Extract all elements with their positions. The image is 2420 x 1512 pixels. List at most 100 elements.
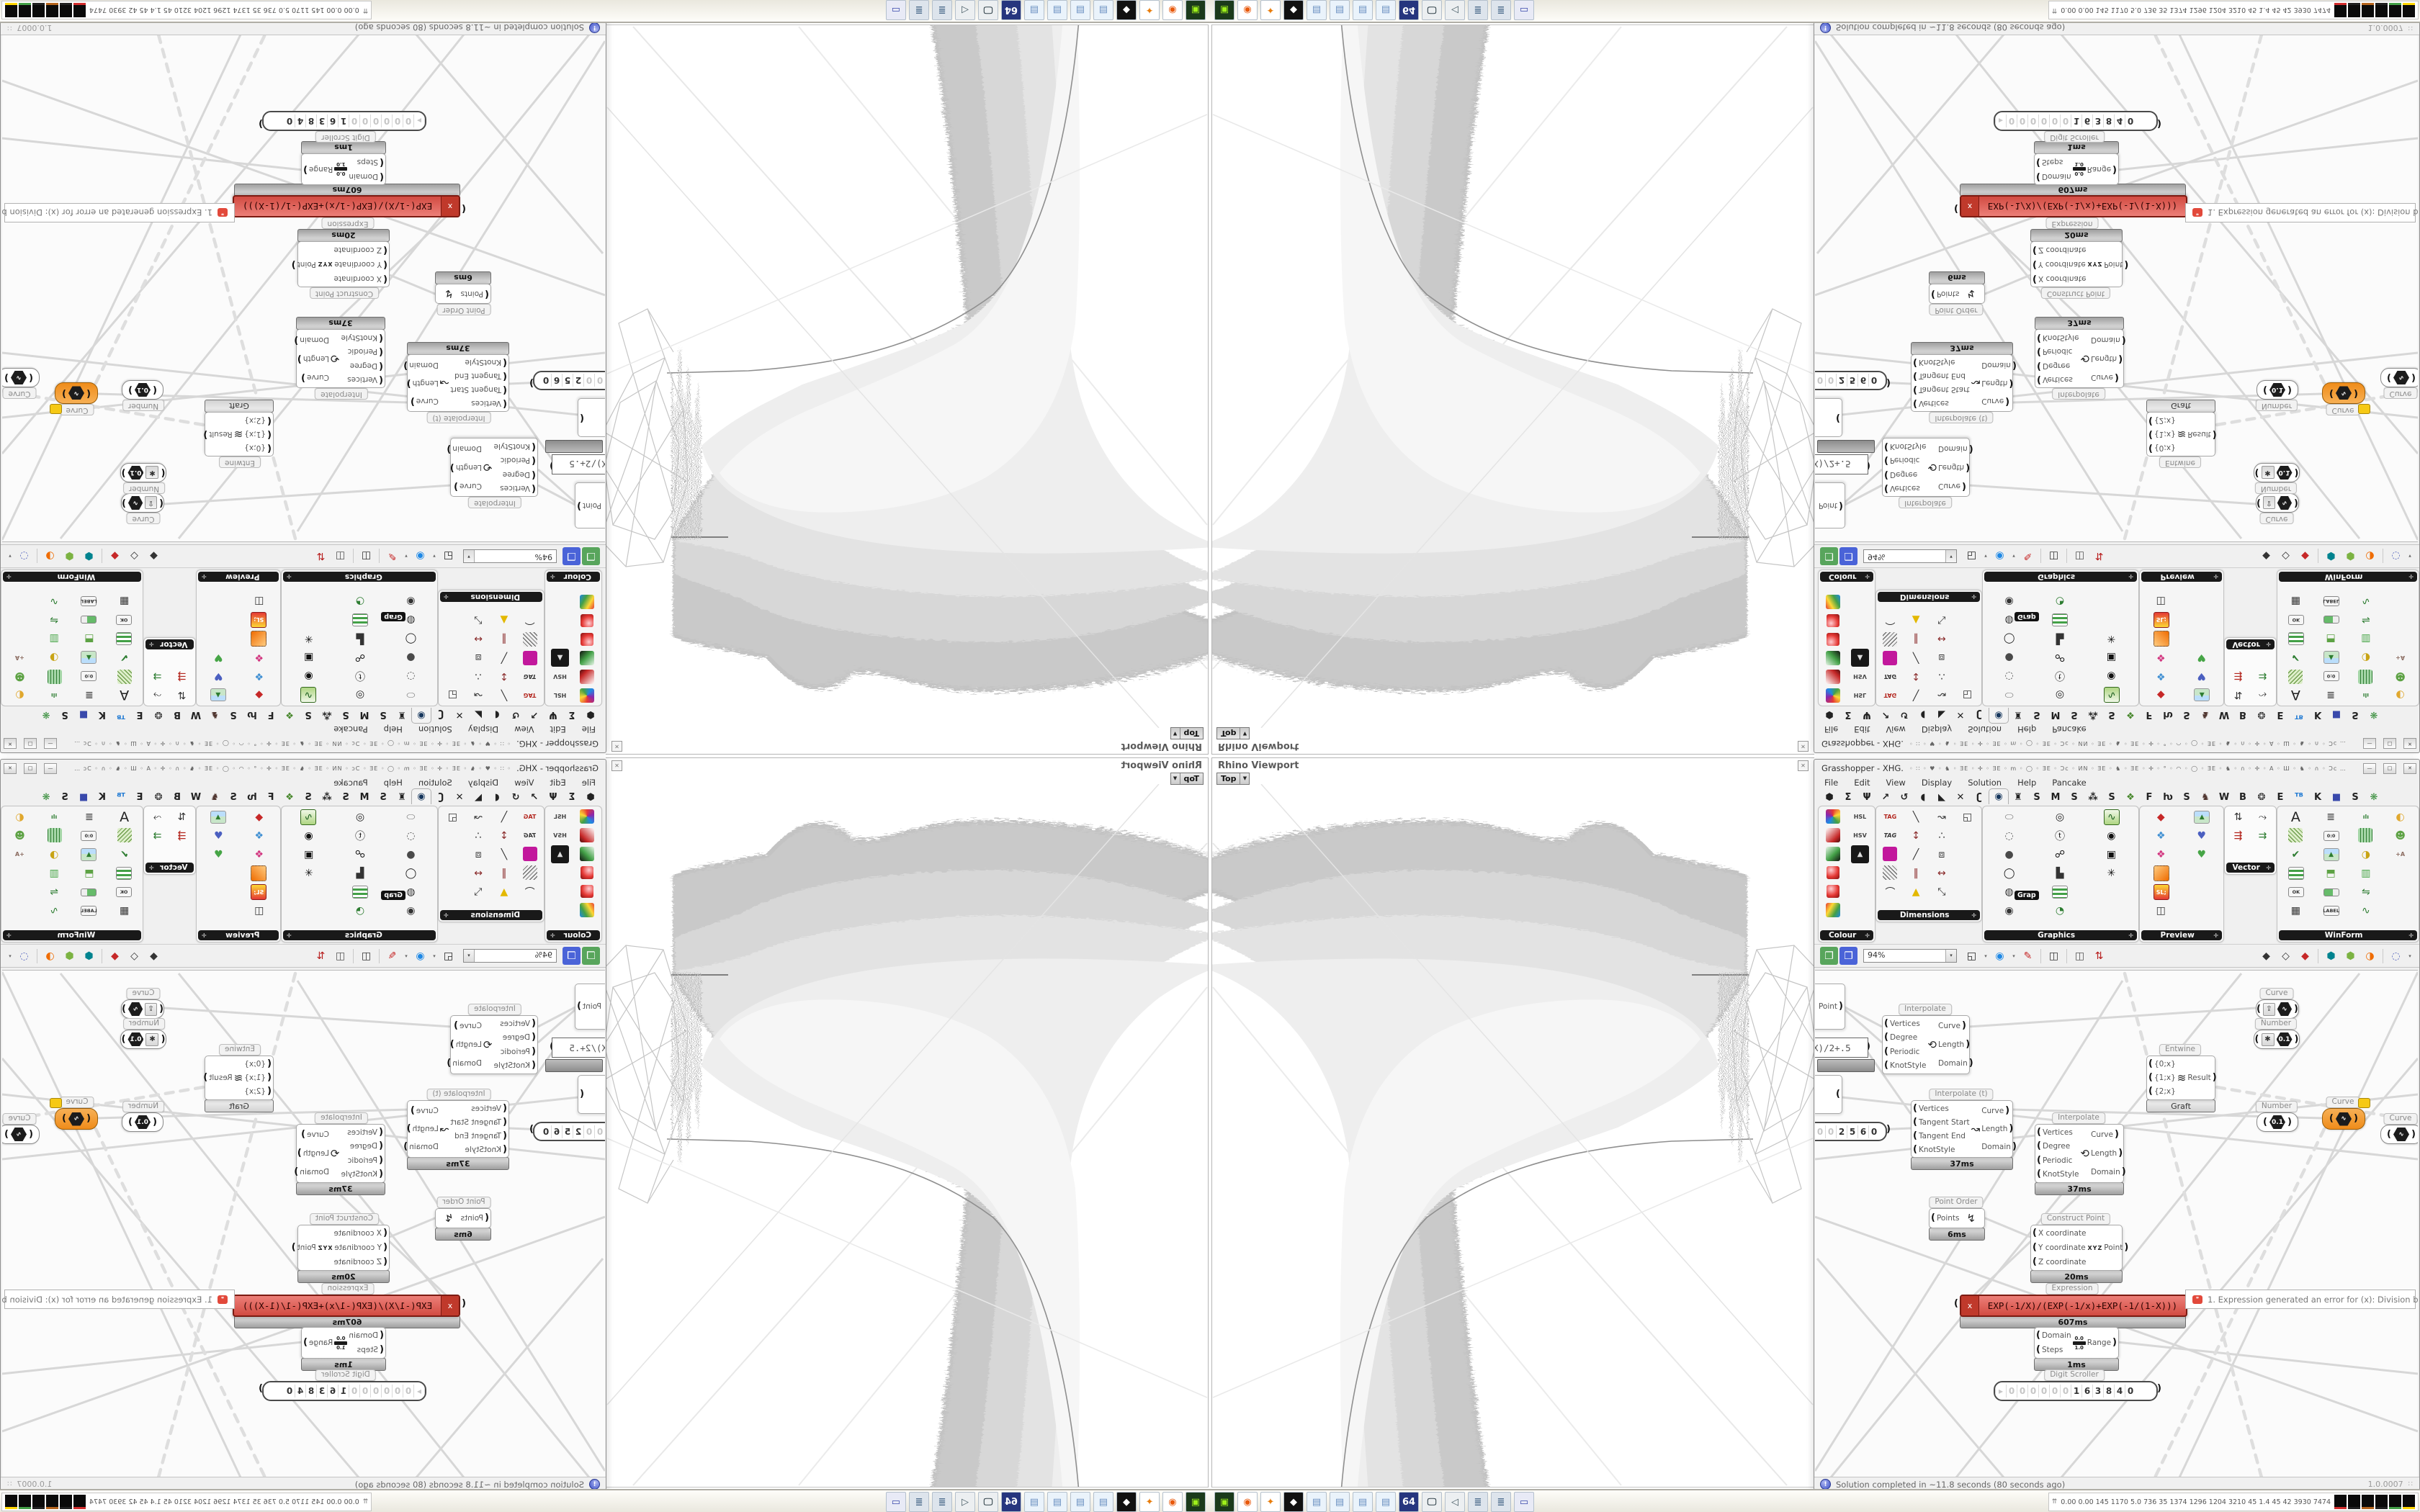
notepad-3-icon[interactable]: ▤ xyxy=(1047,0,1067,20)
bar-chart-icon[interactable]: ▙ xyxy=(356,633,364,645)
digit-cell[interactable]: 6 xyxy=(328,114,339,127)
line-chart-icon[interactable]: ∿ xyxy=(50,595,58,608)
input-port[interactable]: ({1;x} xyxy=(2148,429,2176,440)
tab-dog-icon[interactable]: ƕ xyxy=(247,709,257,720)
line-dim-icon[interactable]: ╲ xyxy=(501,689,508,701)
tab-mesh-icon[interactable]: ◣ xyxy=(1938,709,1945,720)
stripe-list-icon[interactable] xyxy=(2287,632,2304,645)
notepad-2-icon[interactable]: ▤ xyxy=(1330,1492,1350,1512)
output-hook-icon[interactable]: ) xyxy=(121,1033,126,1045)
menu-item-view[interactable]: View xyxy=(514,777,534,788)
tab-mesh-icon[interactable]: ◣ xyxy=(475,792,482,803)
menu-item-pancake[interactable]: Pancake xyxy=(2052,777,2087,788)
input-hook-icon[interactable]: ( xyxy=(503,371,507,382)
input-hook-icon[interactable]: ( xyxy=(2387,372,2391,384)
input-port[interactable]: (Y coordinate xyxy=(2033,1243,2087,1252)
input-hook-icon[interactable]: ( xyxy=(1884,455,1888,467)
output-port[interactable]: Length) xyxy=(294,1148,329,1158)
node-body[interactable]: (Domain(Steps 0.0 1.0 Range) xyxy=(2034,1327,2119,1359)
output-hook-icon[interactable]: ) xyxy=(203,1072,208,1083)
axes-widget-icon[interactable]: ⇅ xyxy=(316,550,326,562)
tab-s4-icon[interactable]: S xyxy=(230,709,237,720)
tab-maths-icon[interactable]: Σ xyxy=(568,792,575,803)
box-green-icon[interactable]: ⬒ xyxy=(2326,633,2336,645)
dashed-circle-icon[interactable]: ◌ xyxy=(19,950,29,962)
c64-icon[interactable]: 64 xyxy=(1399,0,1419,20)
digit-cell[interactable]: 0 xyxy=(393,1385,403,1398)
menu-item-edit[interactable]: Edit xyxy=(550,777,566,788)
viewport-tab-top[interactable]: Top ▼ xyxy=(1170,727,1204,739)
spheres-pink-icon[interactable]: ❖ xyxy=(2156,848,2166,860)
arrows-green-icon[interactable]: ⇉ xyxy=(2258,670,2267,683)
input-port[interactable]: (Periodic xyxy=(1884,1047,1926,1056)
output-hook-icon[interactable]: ) xyxy=(2157,1383,2161,1394)
line-chart-icon[interactable]: ∿ xyxy=(50,904,58,917)
input-hook-icon[interactable]: ( xyxy=(2257,498,2261,509)
digit-scroller[interactable]: ▸ 0 0 0 0 0 0 1 6 3 8 4 0 xyxy=(262,1381,426,1401)
output-port[interactable]: Range) xyxy=(2087,164,2117,175)
magenta-swatch-icon[interactable] xyxy=(523,847,538,861)
param-capsule[interactable]: (∿) xyxy=(55,382,98,404)
input-port[interactable]: (KnotStyle xyxy=(1913,358,1970,369)
soft-dot-icon[interactable]: ● xyxy=(2004,652,2014,664)
gem-red-icon[interactable]: ◆ xyxy=(255,689,264,701)
input-hook-icon[interactable]: ( xyxy=(462,1298,466,1309)
input-hook-icon[interactable]: ( xyxy=(86,388,91,399)
input-hook-icon[interactable]: ( xyxy=(379,332,383,343)
input-port[interactable]: (KnotStyle xyxy=(494,441,536,452)
tab-shield-icon[interactable]: ♜ xyxy=(2014,792,2022,803)
cut-node[interactable]: ( xyxy=(578,1075,605,1114)
tab-display-eye-icon[interactable]: ◉ xyxy=(411,788,431,804)
panel-label-colour[interactable]: Colour ✛ xyxy=(547,930,600,940)
tab-display-eye-icon[interactable]: ◉ xyxy=(1989,788,2009,804)
tag-icon[interactable]: TAG xyxy=(523,673,537,680)
input-hook-icon[interactable]: ( xyxy=(267,429,272,441)
label-badge-icon[interactable]: LABEL xyxy=(2323,906,2339,916)
c64-icon[interactable]: 64 xyxy=(1399,1492,1419,1512)
output-hook-icon[interactable]: ) xyxy=(447,444,452,454)
temp-monitor-icon[interactable] xyxy=(2389,1495,2401,1509)
output-hook-icon[interactable]: ) xyxy=(2287,1116,2292,1128)
close-button[interactable]: ✕ xyxy=(2403,738,2416,750)
gem-ring-icon[interactable]: ◇ xyxy=(130,550,138,562)
graph-mapper-icon[interactable]: ∿ xyxy=(2103,687,2120,703)
input-hook-icon[interactable]: ( xyxy=(2033,1242,2037,1253)
output-hook-icon[interactable]: ) xyxy=(2294,498,2298,509)
stripe-list-icon[interactable] xyxy=(116,867,133,880)
input-hook-icon[interactable]: ( xyxy=(380,157,384,168)
grasshopper-titlebar[interactable]: Grasshopper - XHG. ◦ ∷ ◦ ♥ ◦ ♞ ◦ ƎE ◦ ✛ … xyxy=(1814,760,2419,775)
tab-frog-icon[interactable]: ❖ xyxy=(2126,709,2135,720)
volume-icon[interactable]: ◁ xyxy=(1445,0,1465,20)
panel-label-colour[interactable]: Colour ✛ xyxy=(1820,930,1873,940)
panel-label-graphics[interactable]: Graphics ✛ xyxy=(1984,572,2137,582)
blender-icon[interactable]: ✦ xyxy=(1260,1492,1281,1512)
tab-s3-icon[interactable]: S xyxy=(305,709,312,720)
io-monitor-icon[interactable] xyxy=(5,1495,17,1509)
digit-cell[interactable]: 0 xyxy=(360,114,371,127)
firefox-icon[interactable]: ◉ xyxy=(1237,0,1258,20)
net-monitor-icon[interactable] xyxy=(73,3,86,17)
output-port[interactable]: Domain) xyxy=(403,360,439,371)
input-port[interactable]: ({0;x} xyxy=(2148,1059,2176,1068)
gem-ring-icon[interactable]: ◇ xyxy=(2282,550,2290,562)
tab-vector-icon[interactable]: ↗ xyxy=(530,709,539,720)
close-icon[interactable]: ✕ xyxy=(611,760,622,771)
input-hook-icon[interactable]: ( xyxy=(29,1128,33,1140)
heart-hatched-icon[interactable]: ♥ xyxy=(2197,670,2207,683)
diagonal-arrow-icon[interactable]: ⤡ xyxy=(1937,614,1946,626)
tab-s1-icon[interactable]: S xyxy=(380,792,387,803)
output-port[interactable]: Length) xyxy=(2091,354,2126,364)
input-hook-icon[interactable]: ( xyxy=(2387,1128,2391,1140)
tab-curve-icon[interactable]: ↺ xyxy=(1900,792,1909,803)
point-cloud-icon[interactable]: ∴ xyxy=(1938,670,1945,683)
panel-label-vector[interactable]: Vector ✛ xyxy=(145,639,194,649)
notepad-1-icon[interactable]: ▤ xyxy=(1307,1492,1327,1512)
input-port[interactable]: (KnotStyle xyxy=(341,1169,383,1179)
tab-k-icon[interactable]: K xyxy=(2313,709,2322,720)
hatch-green-icon[interactable] xyxy=(2287,670,2303,684)
line-dim-icon[interactable]: ╲ xyxy=(1912,811,1919,823)
notepad-1-icon[interactable]: ▤ xyxy=(1307,0,1327,20)
red-sphere-icon[interactable] xyxy=(581,866,593,879)
input-port[interactable]: (KnotStyle xyxy=(1913,1145,1970,1154)
tab-tb-icon[interactable]: ᵀᴮ xyxy=(117,792,125,803)
